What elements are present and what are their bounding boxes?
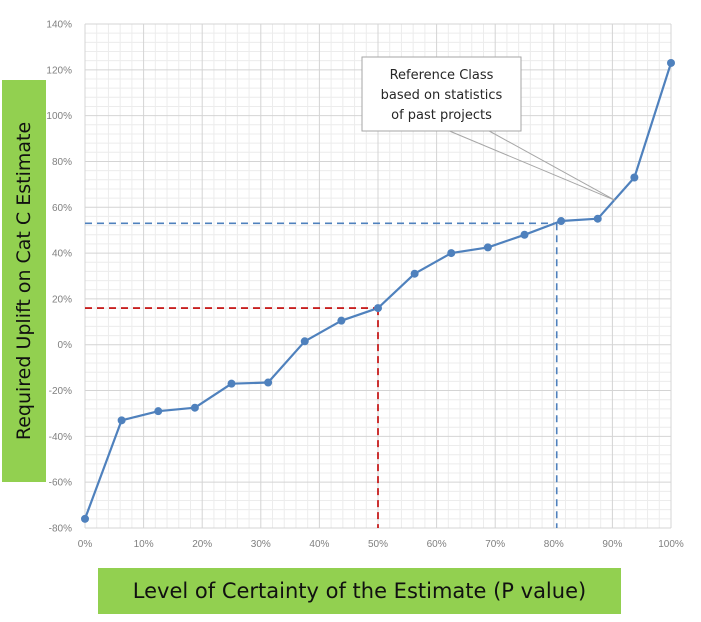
x-tick-label: 40%	[309, 539, 329, 550]
reference-lines	[85, 222, 558, 528]
callout-pointer	[488, 130, 616, 201]
x-tick-label: 20%	[192, 539, 212, 550]
x-tick-label: 10%	[134, 539, 154, 550]
x-tick-label: 0%	[78, 539, 93, 550]
callout-pointer	[449, 130, 616, 201]
y-tick-label: -80%	[49, 524, 72, 535]
y-tick-label: 20%	[52, 294, 72, 305]
data-point	[117, 416, 126, 425]
data-point	[557, 217, 566, 226]
data-point	[264, 378, 273, 387]
callout-text-line: Reference Class	[390, 68, 494, 83]
callout-text-line: based on statistics	[381, 88, 503, 103]
data-point	[447, 249, 456, 258]
data-point	[300, 337, 309, 346]
x-tick-label: 90%	[602, 539, 622, 550]
y-tick-label: -60%	[49, 478, 72, 489]
y-tick-label: 100%	[46, 111, 72, 122]
y-tick-label: -20%	[49, 386, 72, 397]
data-point	[667, 58, 675, 67]
data-series	[81, 58, 675, 523]
data-point	[337, 316, 346, 325]
data-point	[81, 514, 89, 523]
data-point	[374, 304, 382, 313]
x-tick-label: 60%	[427, 539, 447, 550]
data-point	[520, 230, 529, 239]
x-axis-title: Level of Certainty of the Estimate (P va…	[132, 579, 587, 603]
y-axis-title-box: Required Uplift on Cat C Estimate	[2, 80, 46, 482]
callout-text-line: of past projects	[391, 108, 492, 123]
y-tick-label: 80%	[52, 157, 72, 168]
data-point	[227, 379, 236, 388]
x-tick-label: 70%	[485, 539, 505, 550]
y-tick-label: 120%	[46, 65, 72, 76]
x-tick-label: 80%	[544, 539, 564, 550]
y-tick-label: 40%	[52, 249, 72, 260]
x-tick-label: 50%	[368, 539, 388, 550]
data-point	[483, 243, 492, 252]
y-tick-label: 60%	[52, 203, 72, 214]
y-tick-label: 140%	[46, 20, 72, 31]
data-point	[410, 269, 419, 278]
chart-area: 0% 10% 20% 30% 40% 50% 60% 70% 80% 90% 100% -80% -60…	[46, 20, 683, 551]
x-tick-label: 30%	[251, 539, 271, 550]
y-tick-label: -40%	[49, 432, 72, 443]
data-point	[190, 403, 199, 412]
x-axis-title-box: Level of Certainty of the Estimate (P va…	[98, 568, 621, 614]
data-point	[593, 214, 602, 223]
data-point	[154, 407, 163, 416]
tick-labels: 0% 10% 20% 30% 40% 50% 60% 70% 80% 90% 100% -80% -60…	[46, 20, 683, 551]
callout-box	[361, 56, 522, 132]
y-axis-title: Required Uplift on Cat C Estimate	[13, 121, 35, 441]
data-point	[630, 173, 639, 182]
x-tick-label: 100%	[658, 539, 684, 550]
y-tick-label: 0%	[58, 340, 73, 351]
annotation-callout: Reference Class based on statistics of pas…	[361, 56, 616, 201]
